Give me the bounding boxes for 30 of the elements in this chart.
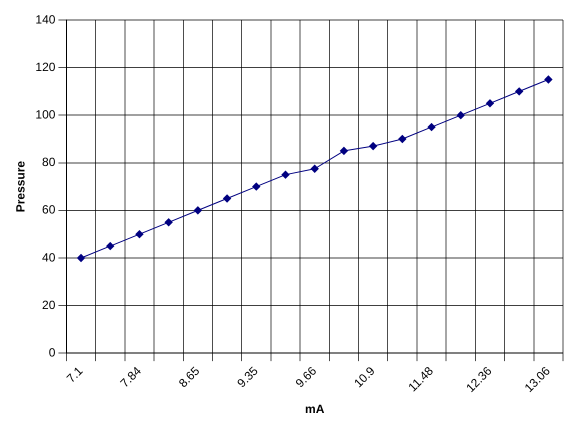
point: [428, 123, 436, 132]
point: [340, 146, 348, 155]
point: [369, 142, 378, 150]
point: [398, 134, 406, 143]
point: [164, 218, 173, 226]
y-tick-label: 100: [35, 108, 56, 122]
y-tick-label: 80: [42, 155, 56, 170]
y-tick-label: 20: [42, 298, 56, 312]
y-axis-title: Pressure: [14, 160, 28, 212]
point: [282, 170, 290, 179]
point: [77, 254, 86, 262]
point: [106, 242, 114, 250]
x-tick-label: 7.84: [117, 364, 144, 390]
point: [456, 111, 465, 120]
x-axis-title: mA: [305, 402, 325, 416]
point: [252, 182, 260, 191]
y-tick-label: 120: [35, 60, 56, 74]
point: [223, 194, 232, 202]
x-tick-label: 7.1: [64, 364, 86, 386]
x-tick-label: 9.66: [292, 364, 320, 390]
y-tick-label: 40: [42, 250, 56, 264]
y-tick-label: 60: [42, 202, 56, 217]
point: [135, 230, 144, 238]
y-tick-label: 140: [35, 12, 56, 26]
point: [194, 206, 202, 214]
point: [310, 164, 319, 173]
point: [515, 87, 524, 96]
point: [486, 99, 494, 108]
point: [544, 75, 552, 84]
y-tick-label: 0: [48, 345, 56, 360]
